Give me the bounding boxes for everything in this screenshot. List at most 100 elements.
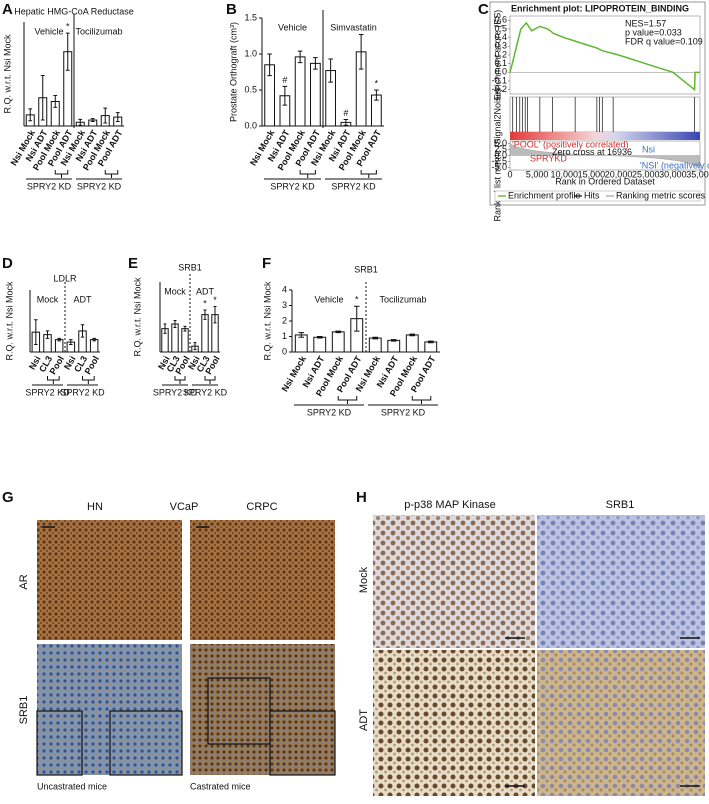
error-bar [34,319,38,346]
error-bar [45,330,50,339]
bracket-label: SPRY2 KD [270,181,315,191]
inset-zoom [269,710,336,776]
column-label: p-p38 MAP Kinase [404,499,496,511]
group-label: Mock [164,286,186,296]
error-bar [69,339,73,346]
error-bar [372,336,379,340]
y-tick-label: 0.0 [244,120,257,130]
panel-letter: B [226,1,237,18]
panel-letter: C [478,1,489,18]
y-tick-label: 4 [282,284,287,294]
bracket [204,376,216,384]
bracket-label: SPRY2 KD [27,181,72,191]
bracket [82,376,95,384]
bracket [54,170,69,178]
error-bar [297,50,303,64]
y-tick-label: 2 [282,315,287,325]
bar [171,323,179,353]
error-bar [92,337,96,342]
bracket-label: SPRY2 KD [25,387,70,397]
group-label: ADT [74,294,93,304]
micrograph [537,515,705,648]
x-tick-label: 0 [507,169,512,179]
y-tick-label: -5.0 [491,162,507,172]
x-tick-label: 5,000 [526,169,549,179]
significance-marker: # [343,108,348,118]
bracket-label: SPRY2 KD [381,407,426,417]
caption: Castrated mice [190,781,251,791]
column-label: HN [87,501,103,513]
bar [309,62,321,127]
micrograph [190,520,335,640]
bracket [174,376,186,384]
bar [54,339,64,353]
error-bar [115,112,120,123]
x-tick-label: 35,000 [686,169,709,179]
statistic: p value=0.033 [625,27,682,37]
error-bar [57,337,61,342]
annotation: 'POOL' (positively correlated) [512,139,628,149]
y-axis-label: R.Q. w.r.t. Nsi Mock [4,281,14,361]
y-axis-label: R.Q. w.r.t. Nsi Mock [132,277,142,357]
error-bar [267,53,272,77]
error-bar [358,34,364,70]
bracket-label: SPRY2 KD [153,387,198,397]
bracket [411,396,432,404]
bar [424,341,438,353]
bar [405,334,419,353]
y-tick-label: 1.5 [244,12,257,22]
panel-letter: F [262,255,271,272]
group-label: Simvastatin [330,22,377,32]
error-bar [343,119,349,126]
error-bar [203,309,207,320]
chart-title: SRB1 [178,262,202,272]
error-bar [353,305,360,332]
chart-title: SRB1 [354,264,378,274]
metric-area [509,143,701,169]
legend-label: Ranking metric scores [616,190,706,200]
legend-frame [494,190,701,202]
significance-marker: * [355,295,359,305]
hits-frame [509,96,701,133]
bracket [299,170,316,178]
significance-marker: * [203,298,207,308]
error-bar [328,58,333,83]
y-tick-label: 3 [282,300,287,310]
error-bar [53,95,58,108]
panel-title: VCaP [170,501,199,513]
micrograph [373,515,535,648]
y-axis-label: R.Q. w.r.t. Nsi Mock [262,281,272,361]
y-axis-label: R.Q. w.r.t. Nsi Mock [2,34,12,114]
error-bar [80,324,85,338]
error-bar [390,339,397,342]
bar [201,314,209,353]
error-bar [316,336,323,339]
x-tick-label: 20,000 [605,169,633,179]
bar [331,331,345,353]
bar [181,328,189,353]
bracket [337,396,358,404]
x-axis-label: Rank in Ordered Dataset [555,176,655,186]
significance-marker: * [213,295,217,305]
group-label: Tocilizumab [379,294,426,304]
inset-box [36,710,83,776]
error-bar [90,118,95,123]
row-label: AR [18,574,30,589]
bracket [360,170,377,178]
panel-letter: E [128,255,138,272]
group-label: Vehicle [278,22,307,32]
y-tick-label: 0.5 [494,23,507,33]
group-label: Mock [37,294,59,304]
bracket-label: SPRY2 KD [307,407,352,417]
error-bar [183,325,187,332]
y-tick-label: 2.5 [494,144,507,154]
error-bar [78,118,83,126]
significance-marker: * [375,78,379,88]
significance-marker: * [66,22,70,32]
legend-label: Enrichment profile [508,190,581,200]
error-bar [282,85,288,106]
x-tick-label: 15,000 [578,169,606,179]
error-bar [427,340,434,344]
error-bar [374,89,379,101]
x-tick-label: 30,000 [659,169,687,179]
